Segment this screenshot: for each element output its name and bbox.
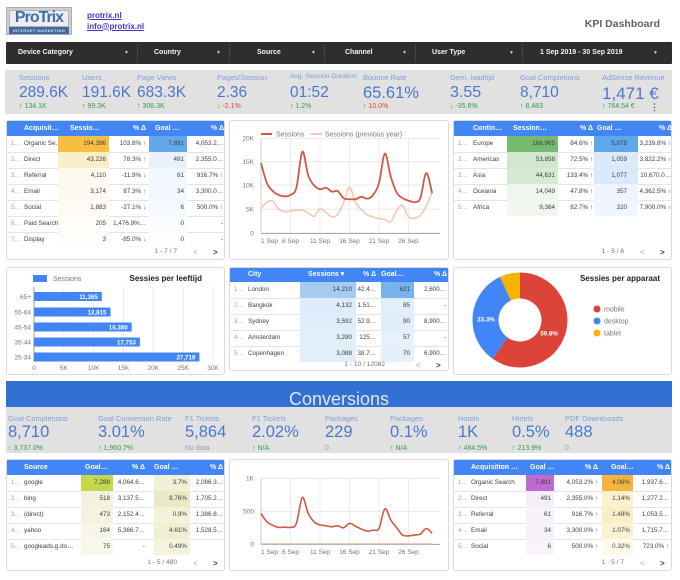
- svg-text:10K: 10K: [88, 365, 100, 372]
- svg-text:Sessies per leeftijd: Sessies per leeftijd: [130, 274, 203, 283]
- svg-text:27,719: 27,719: [176, 355, 195, 362]
- svg-text:0: 0: [32, 365, 36, 372]
- svg-text:25K: 25K: [177, 365, 189, 372]
- svg-text:11 Sep: 11 Sep: [310, 238, 331, 245]
- svg-text:15K: 15K: [118, 365, 130, 372]
- svg-text:1 Sep: 1 Sep: [261, 238, 278, 245]
- svg-text:1 Sep: 1 Sep: [261, 549, 278, 556]
- svg-text:55-64: 55-64: [14, 310, 31, 317]
- svg-text:30K: 30K: [207, 365, 219, 372]
- svg-text:20K: 20K: [148, 365, 160, 372]
- svg-text:6 Sep: 6 Sep: [282, 549, 299, 556]
- svg-text:59.8%: 59.8%: [540, 331, 558, 338]
- svg-text:26 Sep: 26 Sep: [398, 238, 419, 245]
- svg-text:500: 500: [243, 509, 254, 516]
- svg-text:10K: 10K: [242, 182, 254, 189]
- svg-text:11 Sep: 11 Sep: [310, 549, 331, 556]
- svg-text:16 Sep: 16 Sep: [339, 549, 360, 556]
- svg-text:20K: 20K: [242, 136, 254, 143]
- svg-text:desktop: desktop: [604, 319, 629, 326]
- svg-text:35-44: 35-44: [14, 340, 31, 347]
- svg-text:tablet: tablet: [604, 331, 621, 338]
- svg-text:15K: 15K: [242, 159, 254, 166]
- svg-text:21 Sep: 21 Sep: [369, 549, 390, 556]
- svg-text:Sessions: Sessions: [276, 132, 305, 139]
- svg-text:Sessions: Sessions: [53, 276, 82, 283]
- svg-text:0: 0: [250, 231, 254, 238]
- svg-text:16 Sep: 16 Sep: [339, 238, 360, 245]
- svg-text:11,365: 11,365: [79, 294, 98, 301]
- svg-text:21 Sep: 21 Sep: [369, 238, 390, 245]
- svg-text:12,815: 12,815: [88, 310, 107, 317]
- svg-text:5K: 5K: [246, 207, 255, 214]
- svg-text:16,380: 16,380: [109, 325, 128, 332]
- svg-text:45-54: 45-54: [14, 325, 31, 332]
- svg-text:17,753: 17,753: [117, 340, 136, 347]
- svg-text:65+: 65+: [20, 294, 31, 301]
- svg-text:mobile: mobile: [604, 307, 625, 314]
- svg-text:5K: 5K: [60, 365, 69, 372]
- svg-text:25-34: 25-34: [14, 355, 31, 362]
- svg-text:Sessies per apparaat: Sessies per apparaat: [580, 274, 660, 283]
- svg-text:0: 0: [250, 542, 254, 549]
- svg-text:Sessions (previous year): Sessions (previous year): [325, 132, 402, 139]
- svg-text:1K: 1K: [246, 476, 255, 483]
- svg-text:6 Sep: 6 Sep: [282, 238, 299, 245]
- svg-text:26 Sep: 26 Sep: [398, 549, 419, 556]
- svg-text:33.3%: 33.3%: [477, 317, 495, 324]
